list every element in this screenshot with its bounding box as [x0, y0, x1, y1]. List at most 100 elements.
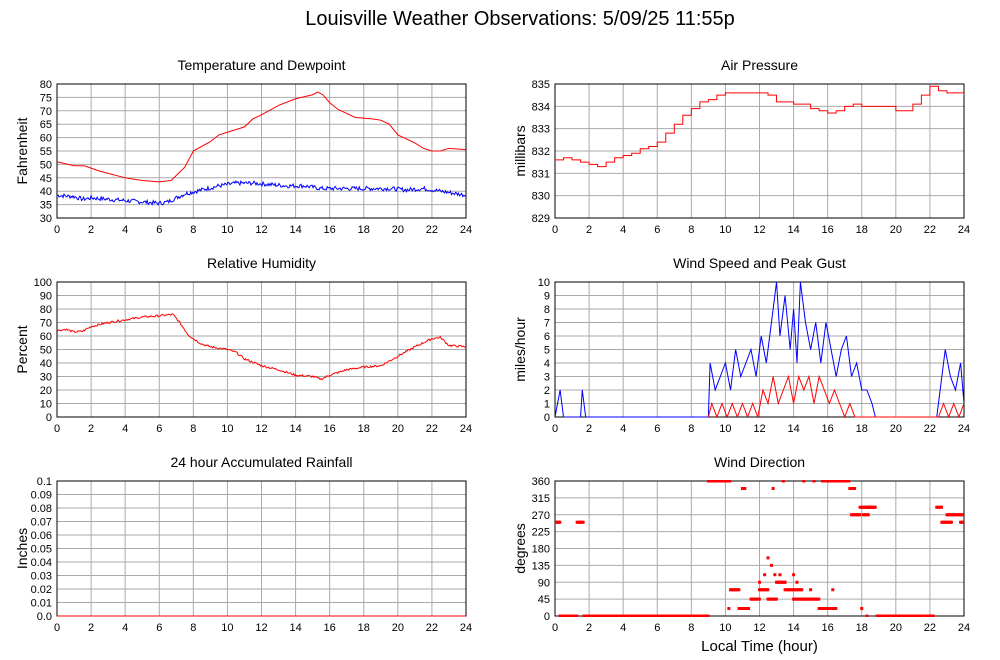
temp-ylabel: Fahrenheit [14, 117, 30, 184]
y-tick-label: 0.09 [31, 490, 52, 502]
y-tick-label: 40 [40, 358, 52, 370]
y-tick-label: 100 [34, 277, 52, 289]
data-point [866, 513, 870, 517]
data-point [865, 614, 869, 617]
x-tick-label: 8 [688, 622, 694, 634]
x-tick-label: 20 [392, 224, 404, 236]
x-tick-label: 8 [190, 224, 196, 236]
data-point [940, 505, 944, 509]
y-tick-label: 50 [40, 345, 52, 357]
y-tick-label: 831 [532, 168, 550, 180]
data-point [847, 480, 851, 483]
y-tick-label: 0.01 [31, 598, 52, 610]
data-point [558, 520, 562, 524]
y-tick-label: 0.05 [31, 544, 52, 556]
wind-title: Wind Speed and Peak Gust [673, 255, 846, 271]
y-tick-label: 90 [40, 291, 52, 303]
x-tick-label: 6 [156, 224, 162, 236]
y-tick-label: 0.03 [31, 571, 52, 583]
x-tick-label: 22 [924, 224, 936, 236]
x-tick-label: 14 [289, 423, 301, 435]
x-tick-label: 24 [958, 224, 970, 236]
x-tick-label: 8 [688, 423, 694, 435]
x-tick-label: 16 [822, 622, 834, 634]
data-point [858, 513, 862, 517]
x-tick-label: 24 [460, 622, 472, 634]
x-tick-label: 18 [358, 423, 370, 435]
x-tick-label: 4 [620, 622, 626, 634]
x-tick-label: 4 [122, 224, 128, 236]
y-tick-label: 10 [40, 399, 52, 411]
x-tick-label: 16 [324, 622, 336, 634]
x-tick-label: 18 [856, 224, 868, 236]
data-point [757, 597, 761, 601]
y-tick-label: 6 [544, 331, 550, 343]
y-tick-label: 833 [532, 124, 550, 136]
press-ylabel: millibars [512, 125, 528, 176]
x-tick-label: 2 [586, 224, 592, 236]
dir-frame [554, 480, 965, 617]
x-tick-label: 0 [552, 423, 558, 435]
data-point [781, 480, 785, 483]
y-tick-label: 80 [40, 79, 52, 91]
x-tick-label: 10 [719, 423, 731, 435]
x-tick-label: 20 [392, 423, 404, 435]
data-point [766, 556, 770, 560]
y-tick-label: 835 [532, 79, 550, 91]
temp-title: Temperature and Dewpoint [177, 57, 345, 73]
y-tick-label: 0 [544, 412, 550, 424]
rain-ylabel: Inches [14, 528, 30, 569]
x-tick-label: 10 [221, 423, 233, 435]
y-tick-label: 65 [40, 119, 52, 131]
x-tick-label: 6 [654, 622, 660, 634]
x-tick-label: 18 [358, 224, 370, 236]
x-tick-label: 14 [289, 622, 301, 634]
x-tick-label: 6 [654, 423, 660, 435]
x-tick-label: 12 [255, 423, 267, 435]
y-tick-label: 3 [544, 372, 550, 384]
x-tick-label: 12 [753, 224, 765, 236]
x-tick-label: 10 [221, 622, 233, 634]
data-point [728, 480, 732, 483]
x-tick-label: 22 [924, 423, 936, 435]
x-tick-label: 2 [88, 622, 94, 634]
y-tick-label: 75 [40, 92, 52, 104]
y-tick-label: 8 [544, 304, 550, 316]
x-tick-label: 14 [787, 423, 799, 435]
data-point [853, 487, 857, 490]
y-tick-label: 45 [40, 173, 52, 185]
x-tick-label: 2 [88, 224, 94, 236]
data-point [855, 513, 859, 517]
y-tick-label: 0.1 [37, 476, 52, 488]
data-point [747, 607, 751, 610]
x-tick-label: 18 [856, 423, 868, 435]
data-point [817, 597, 821, 601]
press-frame [554, 83, 965, 219]
y-tick-label: 270 [532, 510, 550, 522]
y-tick-label: 0.0 [37, 611, 52, 623]
rh-ylabel: Percent [14, 325, 30, 373]
y-tick-label: 0.06 [31, 530, 52, 542]
data-point [778, 573, 782, 577]
data-point [737, 588, 741, 592]
y-tick-label: 30 [40, 213, 52, 225]
x-tick-label: 2 [586, 423, 592, 435]
x-tick-label: 24 [958, 622, 970, 634]
data-point [769, 563, 773, 567]
y-tick-label: 832 [532, 146, 550, 158]
wind-series-line [707, 374, 964, 418]
y-tick-label: 10 [538, 277, 550, 289]
x-tick-label: 0 [552, 622, 558, 634]
dir-series [555, 480, 964, 617]
x-tick-label: 16 [324, 423, 336, 435]
x-tick-label: 20 [890, 224, 902, 236]
x-tick-label: 14 [787, 224, 799, 236]
data-point [575, 614, 579, 617]
wind-ylabel: miles/hour [512, 317, 528, 382]
data-point [800, 588, 804, 592]
y-tick-label: 0.02 [31, 584, 52, 596]
